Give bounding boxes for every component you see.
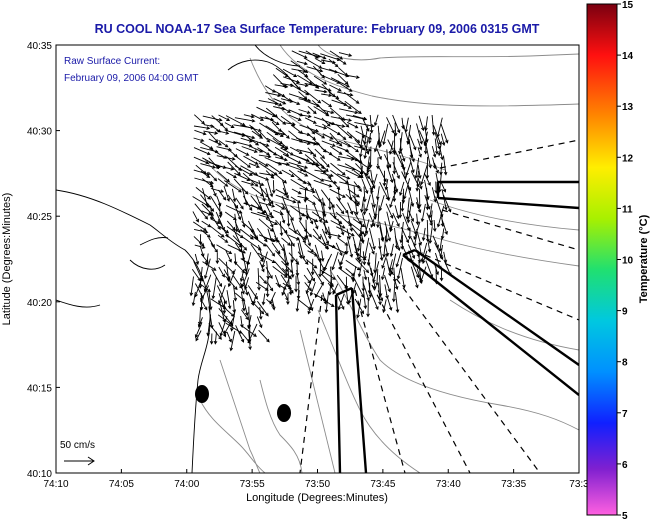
- colorbar-tick-label: 14: [622, 51, 634, 62]
- y-tick-label: 40:30: [27, 127, 52, 138]
- x-tick-label: 74:00: [174, 479, 199, 490]
- map-title: RU COOL NOAA-17 Sea Surface Temperature:…: [95, 22, 540, 36]
- colorbar-tick-label: 13: [622, 102, 634, 113]
- hf-radar-boundaries: [299, 139, 579, 473]
- x-tick-label: 74:10: [43, 479, 68, 490]
- x-tick-label: 73:35: [501, 479, 526, 490]
- y-tick-label: 40:10: [27, 469, 52, 480]
- x-axis-ticks: 74:10 74:05 74:00 73:55 73:50 73:45 73:40 73:35…: [43, 469, 589, 490]
- colorbar-tick-label: 8: [622, 358, 628, 369]
- y-tick-label: 40:25: [27, 212, 52, 223]
- map-area: [56, 45, 579, 473]
- colorbar-tick-label: 9: [622, 307, 628, 318]
- y-tick-label: 40:15: [27, 383, 52, 394]
- scale-label: 50 cm/s: [60, 440, 95, 451]
- legend-line-1: Raw Surface Current:: [64, 56, 160, 67]
- land-spot-1: [195, 385, 209, 403]
- x-axis-label: Longitude (Degrees:Minutes): [246, 492, 388, 504]
- bathymetry-contours: [199, 45, 579, 473]
- colorbar-ticks: 15 14 13 12 11 10 9 8 7 6 5: [617, 0, 634, 519]
- x-tick-label: 73:3: [569, 479, 589, 490]
- y-tick-label: 40:20: [27, 298, 52, 309]
- colorbar-tick-label: 11: [622, 204, 633, 215]
- legend-line-2: February 09, 2006 04:00 GMT: [64, 73, 199, 84]
- colorbar-tick-label: 10: [622, 256, 634, 267]
- colorbar-tick-label: 5: [622, 511, 628, 519]
- scale-arrow: [64, 456, 95, 466]
- colorbar-tick-label: 6: [622, 460, 628, 471]
- x-tick-label: 73:45: [370, 479, 395, 490]
- colorbar-tick-label: 15: [622, 0, 634, 11]
- colorbar-tick-label: 7: [622, 409, 628, 420]
- y-axis-ticks: 40:35 40:30 40:25 40:20 40:15 40:10: [27, 41, 60, 480]
- coastline: [56, 45, 301, 473]
- colorbar-label: Temperature (°C): [638, 214, 650, 303]
- x-tick-label: 73:40: [436, 479, 461, 490]
- x-tick-label: 74:05: [109, 479, 134, 490]
- x-tick-label: 73:50: [305, 479, 330, 490]
- y-axis-label: Latitude (Degrees:Minutes): [1, 193, 13, 326]
- colorbar: [586, 3, 618, 516]
- y-tick-label: 40:35: [27, 41, 52, 52]
- land-spot-2: [277, 404, 291, 422]
- surface-current-arrows: [189, 50, 452, 352]
- colorbar-tick-label: 12: [622, 153, 634, 164]
- x-tick-label: 73:55: [240, 479, 265, 490]
